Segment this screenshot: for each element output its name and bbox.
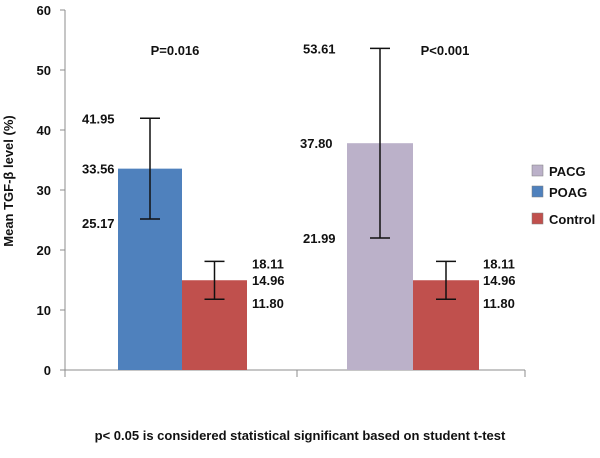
data-label-lower: 11.80 [483,296,515,311]
legend-swatch-poag [531,185,544,198]
y-tick-label: 20 [37,243,51,258]
data-label-upper: 41.95 [82,111,115,126]
y-tick-label: 40 [37,123,51,138]
data-label-upper: 18.11 [483,256,515,271]
legend-label-poag: POAG [549,185,587,200]
p-value-label: P=0.016 [151,43,200,58]
data-label-upper: 53.61 [303,41,336,56]
data-label-lower: 25.17 [82,216,115,231]
y-tick-label: 60 [37,3,51,18]
data-label-mean: 14.96 [483,273,516,288]
data-label-upper: 18.11 [252,256,284,271]
p-value-label: P<0.001 [421,43,470,58]
data-label-mean: 37.80 [300,136,333,151]
data-label-lower: 11.80 [252,296,284,311]
data-label-lower: 21.99 [303,231,336,246]
footnote: p< 0.05 is considered statistical signif… [94,428,506,443]
legend-swatch-pacg [531,164,544,177]
data-label-mean: 14.96 [252,273,285,288]
y-axis-title: Mean TGF-β level (%) [1,115,16,246]
data-label-mean: 33.56 [82,162,115,177]
y-tick-label: 10 [37,303,51,318]
legend-label-control: Control [549,212,595,227]
legend-label-pacg: PACG [549,164,586,179]
y-tick-label: 0 [44,363,51,378]
y-tick-label: 50 [37,63,51,78]
y-tick-label: 30 [37,183,51,198]
legend-swatch-control [531,212,544,225]
